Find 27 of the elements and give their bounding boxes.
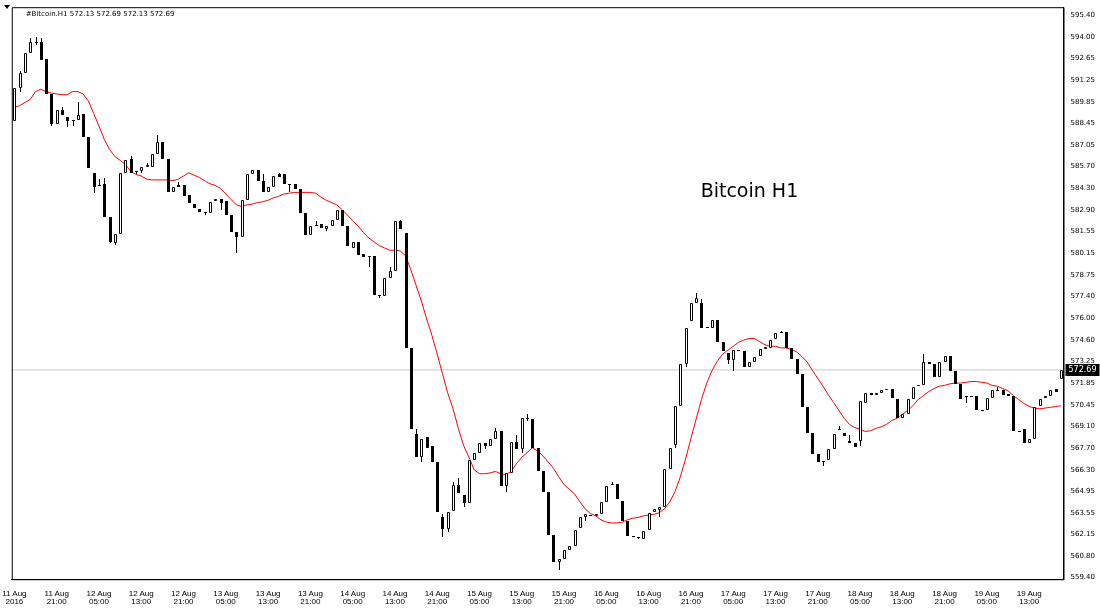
x-tick-label: 13 Aug 21:00 xyxy=(297,588,323,606)
x-tick-label: 13 Aug 13:00 xyxy=(255,588,281,606)
x-tick-label: 15 Aug 21:00 xyxy=(551,588,577,606)
x-tick-label: 18 Aug 05:00 xyxy=(847,588,873,606)
x-tick-label: 17 Aug 05:00 xyxy=(720,588,746,606)
x-tick-label: 19 Aug 05:00 xyxy=(974,588,1000,606)
x-tick-label: 15 Aug 05:00 xyxy=(467,588,492,606)
x-tick-label: 11 Aug 2016 xyxy=(2,588,27,606)
x-tick-label: 17 Aug 13:00 xyxy=(763,588,788,606)
x-tick-label: 12 Aug 13:00 xyxy=(128,588,154,606)
x-tick-label: 15 Aug 13:00 xyxy=(509,588,535,606)
x-tick-label: 11 Aug 21:00 xyxy=(44,588,69,606)
x-tick-label: 12 Aug 05:00 xyxy=(86,588,112,606)
ref-line-label: 572.69 xyxy=(1068,365,1097,375)
x-tick-label: 12 Aug 21:00 xyxy=(171,588,196,606)
x-tick-label: 18 Aug 21:00 xyxy=(932,588,958,606)
x-tick-label: 14 Aug 05:00 xyxy=(340,588,366,606)
x-tick-label: 18 Aug 13:00 xyxy=(889,588,915,606)
x-tick-label: 16 Aug 13:00 xyxy=(636,588,662,606)
x-tick-label: 16 Aug 21:00 xyxy=(678,588,704,606)
x-tick-label: 16 Aug 05:00 xyxy=(593,588,619,606)
x-tick-label: 19 Aug 13:00 xyxy=(1016,588,1042,606)
x-tick-label: 17 Aug 21:00 xyxy=(805,588,831,606)
text: Bitcoin H1 xyxy=(700,179,799,202)
x-tick-label: 14 Aug 13:00 xyxy=(382,588,408,606)
x-tick-label: 14 Aug 21:00 xyxy=(424,588,450,606)
x-tick-label: 13 Aug 05:00 xyxy=(213,588,239,606)
